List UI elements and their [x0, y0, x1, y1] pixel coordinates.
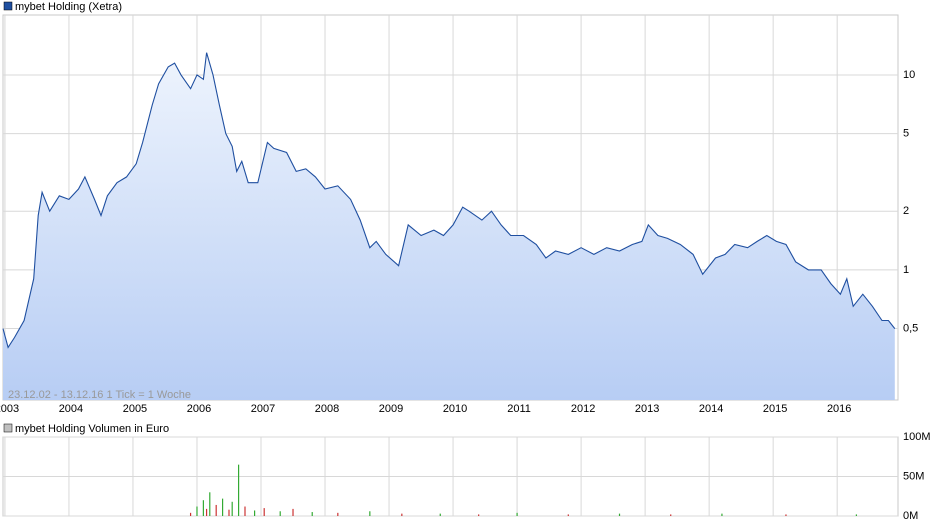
x-tick-label: 2012: [571, 403, 595, 415]
x-tick-label: 2003: [0, 403, 19, 415]
x-tick-label: 2010: [443, 403, 467, 415]
x-tick-label: 2013: [635, 403, 659, 415]
x-tick-label: 2008: [315, 403, 339, 415]
x-tick-label: 2011: [507, 403, 531, 415]
y-tick-label: 5: [903, 128, 909, 140]
x-tick-label: 2015: [763, 403, 787, 415]
y-tick-label: 1: [903, 264, 909, 276]
y-tick-label: 100M: [903, 431, 931, 443]
legend-swatch: [3, 423, 13, 433]
legend-label: mybet Holding (Xetra): [15, 1, 122, 13]
y-tick-label: 0,5: [903, 322, 918, 334]
price-line: [2, 52, 896, 349]
y-tick-label: 10: [903, 69, 915, 81]
y-tick-label: 2: [903, 205, 909, 217]
x-tick-label: 2007: [251, 403, 275, 415]
x-tick-label: 2004: [59, 403, 83, 415]
annotation: 23.12.02 - 13.12.16 1 Tick = 1 Woche: [8, 389, 191, 401]
y-tick-label: 50M: [903, 470, 924, 482]
area-fill: [3, 52, 895, 400]
x-tick-label: 2016: [827, 403, 851, 415]
x-tick-label: 2006: [187, 403, 211, 415]
x-tick-label: 2009: [379, 403, 403, 415]
y-tick-label: 0M: [903, 510, 918, 522]
x-tick-label: 2014: [699, 403, 723, 415]
legend-label: mybet Holding Volumen in Euro: [15, 423, 169, 435]
legend-swatch: [3, 1, 13, 11]
x-tick-label: 2005: [123, 403, 147, 415]
